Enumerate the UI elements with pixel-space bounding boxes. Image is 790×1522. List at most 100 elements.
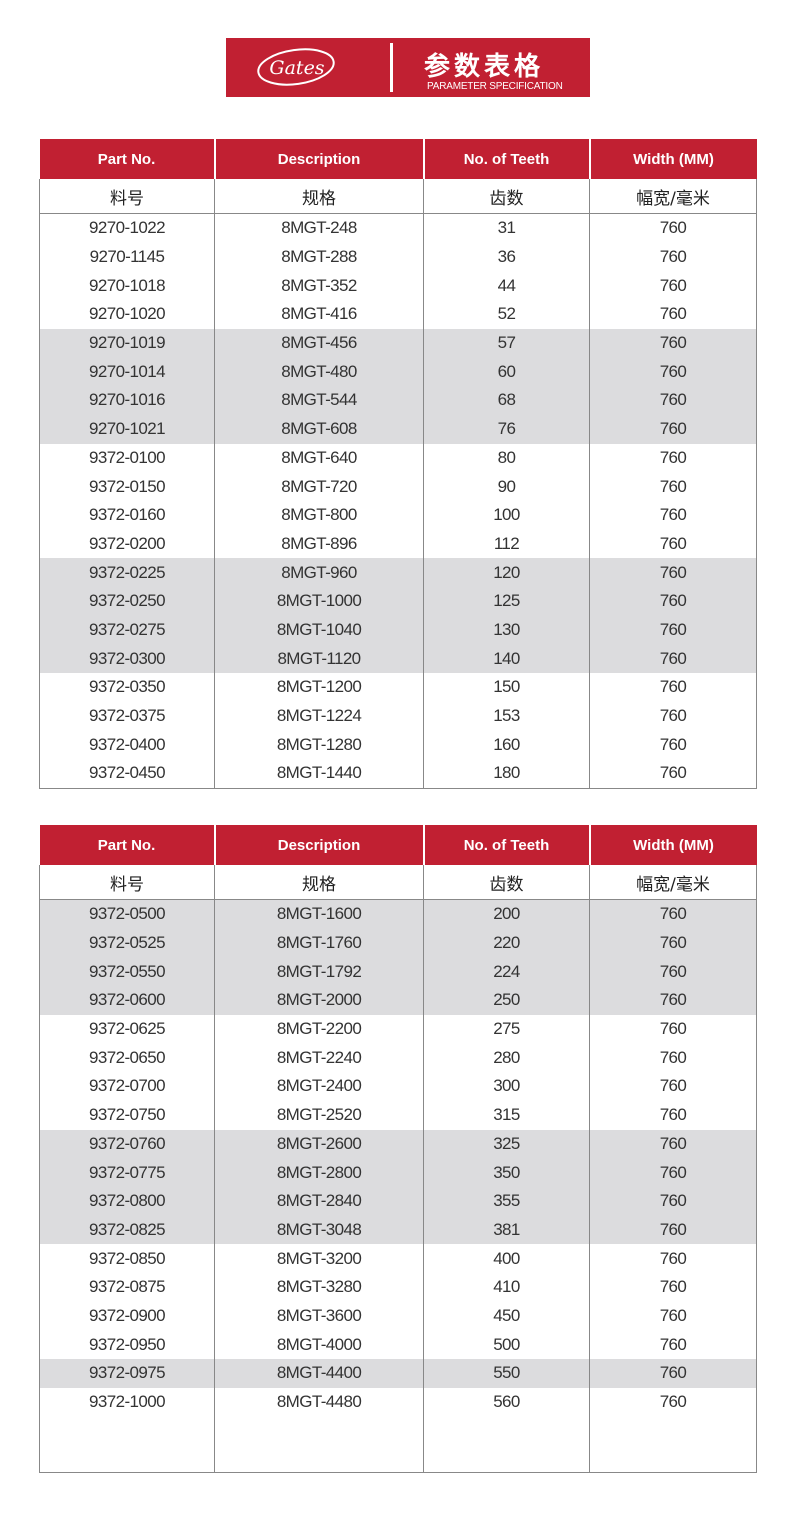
cell-width: 760 — [589, 759, 757, 789]
cell-desc: 8MGT-896 — [214, 529, 424, 559]
table-row: 9270-1021 8MGT-608 76 760 — [39, 414, 757, 444]
table-row: 9372-0375 8MGT-1224 153 760 — [39, 701, 757, 731]
cell-teeth: 224 — [423, 957, 590, 987]
table-row: 9372-0825 8MGT-3048 381 760 — [39, 1215, 757, 1245]
cell-part: 9270-1022 — [39, 213, 215, 243]
cell-part: 9372-0750 — [39, 1100, 215, 1130]
cell-desc: 8MGT-288 — [214, 242, 424, 272]
cell-part: 9372-0900 — [39, 1301, 215, 1331]
cell-teeth: 125 — [423, 586, 590, 616]
cell-desc: 8MGT-1120 — [214, 644, 424, 673]
cell-part: 9372-0500 — [39, 899, 215, 929]
column-subheader: 规格 — [214, 179, 424, 214]
header-row: Part No. Description No. of Teeth Width (MM… — [39, 139, 757, 179]
cell-teeth: 52 — [423, 300, 590, 329]
cell-width: 760 — [589, 1359, 757, 1388]
cell-part: 9270-1016 — [39, 386, 215, 415]
cell-teeth: 120 — [423, 558, 590, 587]
cell-desc: 8MGT-1224 — [214, 701, 424, 731]
cell-teeth: 90 — [423, 472, 590, 501]
column-subheader: 料号 — [39, 865, 215, 900]
cell-part: 9372-0775 — [39, 1158, 215, 1187]
cell-width: 760 — [589, 1043, 757, 1073]
cell-part: 9372-0350 — [39, 673, 215, 702]
logo-text: Gates — [269, 57, 324, 79]
cell-part: 9270-1021 — [39, 414, 215, 444]
cell-teeth: 400 — [423, 1244, 590, 1273]
cell-width: 760 — [589, 1387, 757, 1417]
cell-part: 9372-0625 — [39, 1014, 215, 1044]
column-header: Part No. — [39, 825, 216, 865]
cell-teeth: 36 — [423, 242, 590, 272]
cell-part: 9372-0275 — [39, 615, 215, 645]
cell-part: 9372-0375 — [39, 701, 215, 731]
cell-width: 760 — [589, 529, 757, 559]
cell-desc: 8MGT-3600 — [214, 1301, 424, 1331]
cell-part: 9372-0200 — [39, 529, 215, 559]
cell-width: 760 — [589, 1301, 757, 1331]
cell-desc: 8MGT-2200 — [214, 1014, 424, 1044]
banner-title-en: PARAMETER SPECIFICATION — [427, 81, 563, 92]
cell-width: 760 — [589, 701, 757, 731]
cell-width: 760 — [589, 414, 757, 444]
column-header: Part No. — [39, 139, 216, 179]
cell-desc: 8MGT-720 — [214, 472, 424, 501]
cell-width: 760 — [589, 1330, 757, 1359]
cell-desc: 8MGT-352 — [214, 271, 424, 301]
table-row: 9372-0750 8MGT-2520 315 760 — [39, 1100, 757, 1130]
cell-width: 760 — [589, 1158, 757, 1187]
column-header: Width (MM) — [588, 825, 757, 865]
table-row: 9372-0225 8MGT-960 120 760 — [39, 558, 757, 587]
table-row: 9372-0400 8MGT-1280 160 760 — [39, 730, 757, 760]
cell-teeth: 60 — [423, 357, 590, 387]
cell-width: 760 — [589, 1014, 757, 1044]
table-row: 9372-0650 8MGT-2240 280 760 — [39, 1043, 757, 1073]
cell-part: 9372-0225 — [39, 558, 215, 587]
cell-width: 760 — [589, 1072, 757, 1101]
table-row: 9372-0525 8MGT-1760 220 760 — [39, 928, 757, 958]
cell-width: 760 — [589, 443, 757, 473]
table-row: 9372-0760 8MGT-2600 325 760 — [39, 1129, 757, 1159]
cell-desc: 8MGT-3200 — [214, 1244, 424, 1273]
cell-desc: 8MGT-248 — [214, 213, 424, 243]
cell-width: 760 — [589, 1215, 757, 1245]
cell-width: 760 — [589, 300, 757, 329]
cell-width: 760 — [589, 586, 757, 616]
cell-teeth: 275 — [423, 1014, 590, 1044]
cell-part: 9372-0160 — [39, 500, 215, 530]
cell-width: 760 — [589, 928, 757, 958]
cell-desc: 8MGT-456 — [214, 328, 424, 358]
cell-teeth: 250 — [423, 986, 590, 1015]
table-row: 9372-0275 8MGT-1040 130 760 — [39, 615, 757, 645]
cell-part: 9270-1020 — [39, 300, 215, 329]
cell-width: 760 — [589, 1272, 757, 1302]
cell-part: 9372-1000 — [39, 1387, 215, 1417]
cell-teeth: 550 — [423, 1359, 590, 1388]
cell-part: 9372-0800 — [39, 1186, 215, 1216]
cell-teeth: 57 — [423, 328, 590, 358]
column-subheader: 幅宽/毫米 — [589, 865, 757, 900]
cell-part: 9270-1014 — [39, 357, 215, 387]
cell-desc: 8MGT-4400 — [214, 1359, 424, 1388]
table-row: 9270-1018 8MGT-352 44 760 — [39, 271, 757, 301]
cell-width: 760 — [589, 730, 757, 760]
table-row: 9372-0775 8MGT-2800 350 760 — [39, 1158, 757, 1187]
cell-part: 9372-0875 — [39, 1272, 215, 1302]
cell-desc: 8MGT-2800 — [214, 1158, 424, 1187]
cell-width: 760 — [589, 357, 757, 387]
cell-width: 760 — [589, 615, 757, 645]
banner-divider — [390, 43, 393, 92]
cell-teeth: 300 — [423, 1072, 590, 1101]
table-row: 9372-0350 8MGT-1200 150 760 — [39, 673, 757, 702]
cell-part: 9372-0825 — [39, 1215, 215, 1245]
cell-desc: 8MGT-2600 — [214, 1129, 424, 1159]
cell-desc: 8MGT-1792 — [214, 957, 424, 987]
cell-desc: 8MGT-416 — [214, 300, 424, 329]
cell-width: 760 — [589, 673, 757, 702]
cell-part: 9270-1145 — [39, 242, 215, 272]
table-row: 9372-0100 8MGT-640 80 760 — [39, 443, 757, 473]
cell-teeth: 325 — [423, 1129, 590, 1159]
column-header: Width (MM) — [588, 139, 757, 179]
cell-teeth: 560 — [423, 1387, 590, 1417]
column-subheader: 幅宽/毫米 — [589, 179, 757, 214]
